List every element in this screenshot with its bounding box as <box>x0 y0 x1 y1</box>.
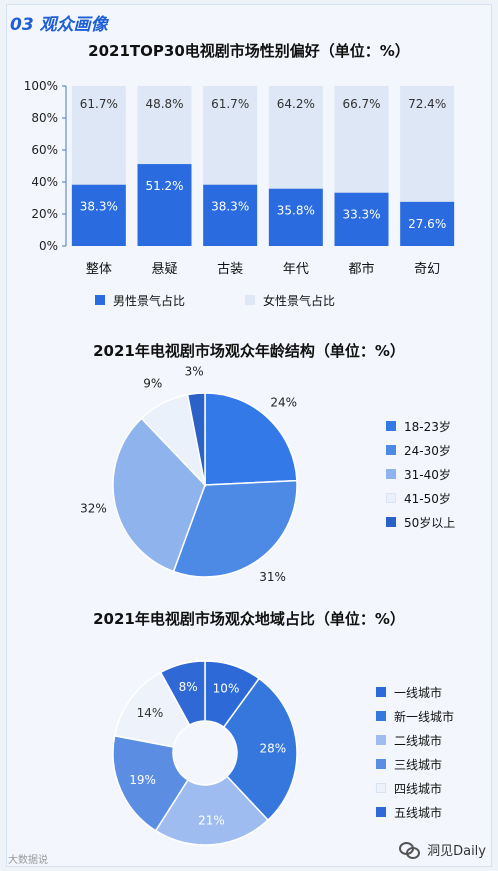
legend-item-region-0: 一线城市 <box>376 680 454 704</box>
pie-label: 24% <box>270 395 297 409</box>
bar-male <box>137 164 192 246</box>
region-legend: 一线城市 新一线城市 二线城市 三线城市 四线城市 五线城市 <box>376 680 454 824</box>
legend-label-age-1: 24-30岁 <box>404 443 451 458</box>
donut-label: 28% <box>260 742 287 756</box>
legend-item-male: 男性景气占比 <box>95 288 185 312</box>
pie-slice <box>204 392 298 486</box>
legend-label-age-0: 18-23岁 <box>404 419 451 434</box>
y-tick-label: 20% <box>31 207 58 221</box>
bar-male-label: 38.3% <box>80 200 118 214</box>
age-chart-title: 2021年电视剧市场观众年龄结构（单位：%） <box>93 342 405 360</box>
y-tick-label: 80% <box>31 111 58 125</box>
legend-item-age-0: 18-23岁 <box>386 414 455 438</box>
legend-label-age-3: 41-50岁 <box>404 491 451 506</box>
wechat-icon <box>399 841 421 859</box>
pie-label: 31% <box>259 570 286 584</box>
legend-label-female: 女性景气占比 <box>263 293 336 308</box>
legend-item-region-4: 四线城市 <box>376 776 454 800</box>
bar-male <box>203 184 258 246</box>
bar-female <box>203 86 258 185</box>
watermark-left: 大数据说 <box>8 855 48 866</box>
legend-item-age-2: 31-40岁 <box>386 462 455 486</box>
legend-item-female: 女性景气占比 <box>245 288 335 312</box>
donut-label: 19% <box>129 773 156 787</box>
pie-slice <box>112 417 206 573</box>
bar-female <box>137 86 192 165</box>
legend-item-region-5: 五线城市 <box>376 800 454 824</box>
bar-female-label: 61.7% <box>80 97 118 111</box>
y-tick-label: 40% <box>31 175 58 189</box>
legend-label-age-2: 31-40岁 <box>404 467 451 482</box>
legend-swatch-male <box>95 295 105 305</box>
x-tick-label: 整体 <box>86 262 112 277</box>
donut-slice <box>112 734 189 832</box>
y-tick-label: 60% <box>31 143 58 157</box>
donut-slice <box>222 677 298 822</box>
bar-male-label: 51.2% <box>145 179 183 193</box>
watermark-right: 洞见Daily <box>399 840 486 859</box>
section-title: 03 观众画像 <box>10 15 108 35</box>
bar-male <box>334 192 389 246</box>
legend-label-region-4: 四线城市 <box>394 781 443 796</box>
legend-item-age-3: 41-50岁 <box>386 486 455 510</box>
bar-male <box>268 188 323 246</box>
legend-item-region-3: 三线城市 <box>376 752 454 776</box>
legend-label-region-0: 一线城市 <box>394 685 443 700</box>
gender-chart-title: 2021TOP30电视剧市场性别偏好（单位：%） <box>88 42 410 60</box>
donut-label: 8% <box>179 680 198 694</box>
legend-swatch-female <box>245 295 256 305</box>
donut-label: 14% <box>137 706 164 720</box>
legend-label-region-1: 新一线城市 <box>394 709 455 724</box>
donut-slice <box>159 660 206 726</box>
y-tick-label: 100% <box>24 79 58 93</box>
x-tick-label: 年代 <box>283 262 309 277</box>
bar-female-label: 66.7% <box>342 97 380 111</box>
donut-slice <box>154 775 270 846</box>
x-tick-label: 都市 <box>348 261 374 277</box>
x-tick-label: 古装 <box>217 262 243 277</box>
donut-label: 21% <box>198 814 225 828</box>
legend-label-region-3: 三线城市 <box>394 757 443 772</box>
legend-label-age-4: 50岁以上 <box>404 515 456 530</box>
legend-label-region-5: 五线城市 <box>394 805 443 820</box>
bar-female <box>400 86 455 202</box>
pie-label: 9% <box>143 377 162 391</box>
legend-item-region-1: 新一线城市 <box>376 704 454 728</box>
x-tick-label: 奇幻 <box>414 261 440 277</box>
bar-female-label: 48.8% <box>145 97 183 111</box>
age-legend: 18-23岁 24-30岁 31-40岁 41-50岁 50岁以上 <box>386 414 455 534</box>
bar-male <box>71 184 126 246</box>
legend-item-age-4: 50岁以上 <box>386 510 455 534</box>
pie-slice <box>186 392 206 486</box>
legend-label-male: 男性景气占比 <box>113 293 186 308</box>
region-chart-title: 2021年电视剧市场观众地域占比（单位：%） <box>93 610 405 628</box>
bar-female-label: 64.2% <box>277 97 315 111</box>
y-tick-label: 0% <box>39 239 58 253</box>
legend-item-age-1: 24-30岁 <box>386 438 455 462</box>
pie-label: 32% <box>80 501 107 515</box>
pie-label: 3% <box>185 365 204 379</box>
pie-slice <box>172 479 298 578</box>
bar-male <box>400 201 455 246</box>
donut-label: 10% <box>213 681 240 695</box>
watermark-right-label: 洞见Daily <box>427 844 486 859</box>
bar-female <box>268 86 323 189</box>
bar-male-label: 35.8% <box>277 204 315 218</box>
legend-item-region-2: 二线城市 <box>376 728 454 752</box>
bar-male-label: 33.3% <box>342 208 380 222</box>
x-tick-label: 悬疑 <box>151 261 177 277</box>
bar-female <box>334 86 389 193</box>
bar-male-label: 38.3% <box>211 200 249 214</box>
bar-male-label: 27.6% <box>408 217 446 231</box>
bar-female-label: 72.4% <box>408 97 446 111</box>
legend-label-region-2: 二线城市 <box>394 733 443 748</box>
gender-legend: 男性景气占比 女性景气占比 <box>95 288 395 312</box>
bar-female <box>71 86 126 185</box>
bar-female-label: 61.7% <box>211 97 249 111</box>
